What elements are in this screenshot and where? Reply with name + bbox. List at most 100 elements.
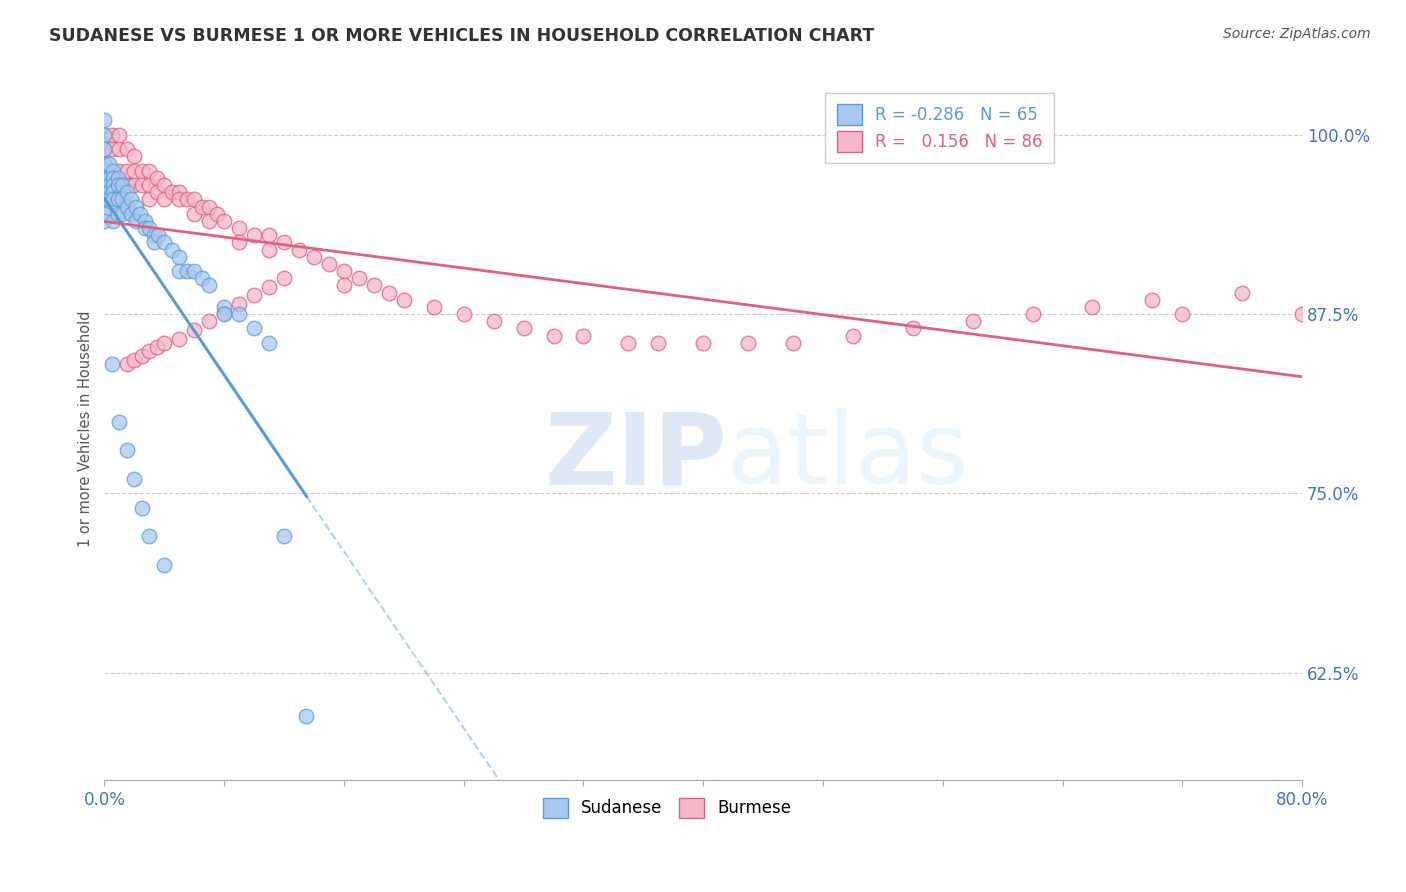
Point [101, 170, 124, 185]
Point [111, 178, 134, 192]
Point [243, 288, 266, 302]
Point [1021, 307, 1043, 321]
Text: atlas: atlas [727, 409, 969, 506]
Point [103, 163, 125, 178]
Point [190, 200, 212, 214]
Point [901, 321, 924, 335]
Point [183, 193, 205, 207]
Point [183, 207, 205, 221]
Point [160, 243, 183, 257]
Point [115, 357, 138, 371]
Point [131, 163, 153, 178]
Point [115, 200, 138, 214]
Point [93, 113, 115, 128]
Point [183, 264, 205, 278]
Point [115, 142, 138, 156]
Point [160, 185, 183, 199]
Point [212, 300, 235, 314]
Point [138, 193, 160, 207]
Point [176, 193, 198, 207]
Point [93, 178, 115, 192]
Point [111, 193, 134, 207]
Point [93, 170, 115, 185]
Point [190, 271, 212, 285]
Point [167, 264, 190, 278]
Point [512, 321, 534, 335]
Point [101, 128, 124, 142]
Point [107, 178, 129, 192]
Point [572, 328, 595, 343]
Point [198, 200, 221, 214]
Point [115, 185, 138, 199]
Point [167, 250, 190, 264]
Point [273, 271, 295, 285]
Y-axis label: 1 or more Vehicles in Household: 1 or more Vehicles in Household [79, 310, 93, 547]
Point [647, 335, 669, 350]
Text: SUDANESE VS BURMESE 1 OR MORE VEHICLES IN HOUSEHOLD CORRELATION CHART: SUDANESE VS BURMESE 1 OR MORE VEHICLES I… [49, 27, 875, 45]
Point [101, 142, 124, 156]
Point [103, 214, 125, 228]
Point [115, 178, 138, 192]
Point [212, 214, 235, 228]
Point [97, 193, 120, 207]
Point [115, 163, 138, 178]
Point [120, 193, 142, 207]
Point [103, 170, 125, 185]
Point [782, 335, 804, 350]
Point [347, 271, 370, 285]
Point [108, 185, 131, 199]
Point [108, 415, 131, 429]
Point [198, 278, 221, 293]
Point [453, 307, 475, 321]
Point [243, 321, 266, 335]
Point [93, 156, 115, 170]
Point [737, 335, 759, 350]
Point [167, 331, 190, 345]
Point [228, 297, 250, 311]
Point [363, 278, 385, 293]
Point [134, 214, 156, 228]
Point [842, 328, 865, 343]
Point [134, 221, 156, 235]
Point [120, 207, 142, 221]
Point [153, 235, 176, 250]
Point [543, 328, 565, 343]
Point [153, 178, 176, 192]
Point [124, 149, 146, 163]
Legend: Sudanese, Burmese: Sudanese, Burmese [536, 791, 799, 825]
Point [176, 264, 198, 278]
Point [288, 243, 311, 257]
Point [378, 285, 401, 300]
Point [962, 314, 984, 328]
Text: Source: ZipAtlas.com: Source: ZipAtlas.com [1223, 27, 1371, 41]
Point [617, 335, 640, 350]
Point [138, 163, 160, 178]
Point [131, 178, 153, 192]
Point [302, 250, 325, 264]
Point [228, 307, 250, 321]
Point [93, 193, 115, 207]
Point [93, 214, 115, 228]
Text: ZIP: ZIP [544, 409, 727, 506]
Point [93, 207, 115, 221]
Point [333, 278, 356, 293]
Point [107, 193, 129, 207]
Point [107, 170, 129, 185]
Point [228, 235, 250, 250]
Point [243, 228, 266, 243]
Point [93, 142, 115, 156]
Point [103, 185, 125, 199]
Point [108, 163, 131, 178]
Point [93, 128, 115, 142]
Point [124, 353, 146, 368]
Point [93, 142, 115, 156]
Point [101, 357, 124, 371]
Point [138, 529, 160, 543]
Point [205, 207, 228, 221]
Point [97, 156, 120, 170]
Point [146, 185, 169, 199]
Point [1171, 307, 1194, 321]
Point [148, 228, 170, 243]
Point [97, 178, 120, 192]
Point [131, 500, 153, 515]
